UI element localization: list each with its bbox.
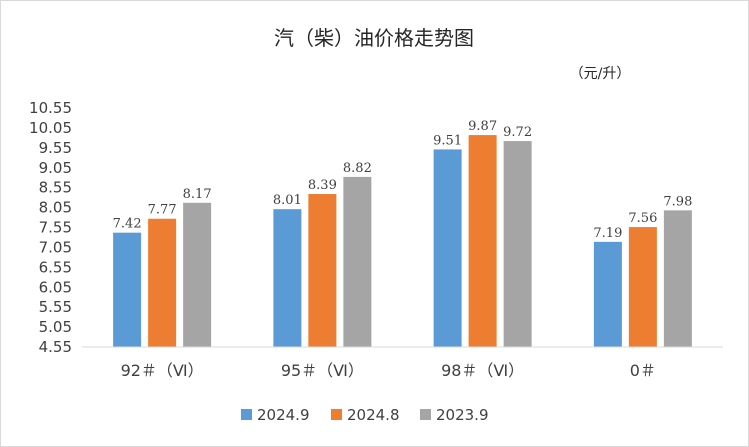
y-tick-label: 4.55	[39, 338, 72, 356]
legend-label: 2024.8	[347, 406, 400, 424]
category-label: 95＃（Ⅵ）	[281, 361, 364, 380]
data-label: 8.39	[308, 178, 337, 193]
y-tick-label: 10.05	[29, 119, 72, 137]
bar-2024.8-3	[628, 227, 657, 347]
data-label: 7.98	[663, 194, 692, 209]
legend-label: 2023.9	[436, 406, 489, 424]
y-tick-label: 8.55	[39, 179, 72, 197]
y-tick-label: 6.05	[39, 278, 72, 296]
legend-label: 2024.9	[257, 406, 310, 424]
bar-2024.9-0	[113, 232, 142, 347]
category-label: 92＃（Ⅵ）	[121, 361, 204, 380]
bar-2023.9-2	[503, 141, 532, 347]
bar-2023.9-3	[663, 210, 692, 347]
bar-2024.9-3	[593, 241, 622, 347]
y-tick-label: 7.55	[39, 219, 72, 237]
data-label: 7.19	[593, 226, 622, 241]
chart-title: 汽（柴）油价格走势图	[274, 26, 474, 50]
data-label: 8.01	[273, 193, 302, 208]
category-label: 0＃	[630, 361, 656, 380]
data-label: 8.82	[343, 161, 372, 176]
category-label: 98＃（Ⅵ）	[441, 361, 524, 380]
y-tick-label: 6.55	[39, 258, 72, 276]
bar-2024.8-1	[308, 194, 337, 347]
legend-swatch	[331, 409, 342, 420]
legend-swatch	[241, 409, 252, 420]
data-label: 9.72	[503, 125, 532, 140]
unit-label: （元/升）	[570, 66, 631, 82]
data-label: 7.42	[113, 217, 142, 232]
legend: 2024.9 2024.8 2023.9	[241, 406, 489, 424]
y-axis: 10.55 10.05 9.55 9.05 8.55 8.05 7.557.05 6.55 6.…	[29, 99, 72, 356]
bar-2024.9-2	[433, 149, 462, 347]
y-tick-label: 7.05	[39, 238, 72, 256]
y-tick-label: 9.05	[39, 159, 72, 177]
data-label: 9.87	[468, 119, 497, 134]
bars-group	[113, 135, 692, 347]
y-tick-label: 9.55	[39, 139, 72, 157]
y-tick-label: 5.05	[39, 318, 72, 336]
bar-2023.9-1	[343, 176, 372, 347]
y-tick-label: 8.05	[39, 199, 72, 217]
bar-2024.8-0	[148, 218, 177, 347]
data-label: 8.17	[183, 187, 212, 202]
bar-2023.9-0	[183, 202, 212, 347]
data-labels-group: 7.42 8.01 9.51 7.19 7.77 8.39 9.87 7.56 8.17 8.82…	[113, 119, 693, 241]
y-tick-label: 10.55	[29, 99, 72, 117]
legend-swatch	[420, 409, 431, 420]
data-label: 7.56	[628, 211, 657, 226]
x-axis: 92＃（Ⅵ） 95＃（Ⅵ） 98＃（Ⅵ） 0＃	[121, 361, 656, 380]
bar-2024.9-1	[273, 209, 302, 347]
data-label: 9.51	[433, 133, 462, 148]
bar-2024.8-2	[468, 135, 497, 347]
data-label: 7.77	[148, 203, 177, 218]
y-tick-label: 5.55	[39, 298, 72, 316]
